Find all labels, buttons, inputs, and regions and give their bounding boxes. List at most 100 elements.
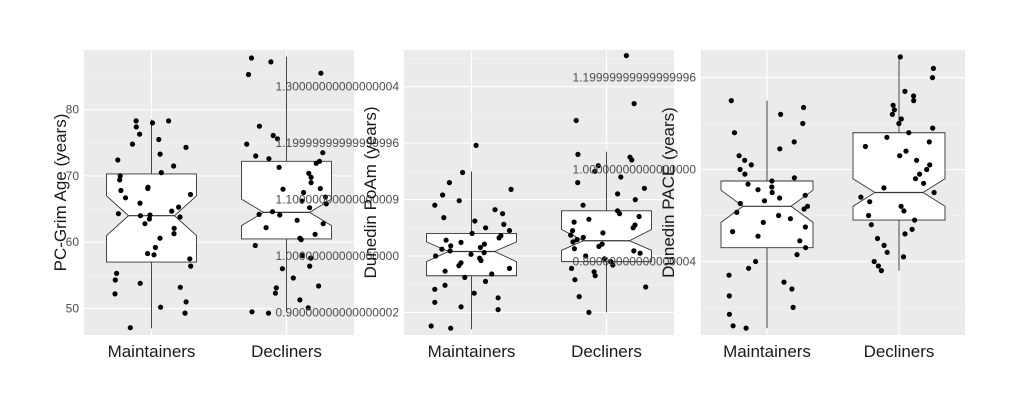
- data-point: [182, 310, 188, 316]
- data-point: [308, 180, 314, 186]
- data-point: [618, 174, 624, 180]
- data-point: [728, 98, 734, 104]
- data-point: [244, 141, 250, 147]
- data-point: [930, 125, 936, 131]
- data-point: [249, 309, 255, 315]
- data-point: [477, 255, 483, 261]
- data-point: [800, 120, 806, 127]
- data-point: [871, 258, 877, 265]
- data-point: [627, 154, 633, 160]
- notched-box: [720, 180, 814, 249]
- data-point: [572, 277, 578, 283]
- data-point: [458, 260, 464, 266]
- data-point: [456, 198, 462, 204]
- data-point: [169, 208, 175, 214]
- data-point: [781, 279, 787, 285]
- x-category-label: Decliners: [251, 342, 322, 361]
- data-point: [580, 234, 586, 240]
- data-point: [432, 202, 438, 208]
- data-point: [495, 307, 501, 313]
- data-point: [482, 278, 489, 284]
- data-point: [312, 231, 318, 237]
- data-point: [279, 266, 285, 272]
- data-point: [875, 263, 882, 269]
- data-point: [269, 209, 276, 215]
- data-point: [576, 294, 582, 300]
- data-point: [575, 151, 581, 157]
- data-point: [137, 280, 143, 286]
- data-point: [489, 271, 495, 277]
- data-point: [890, 102, 896, 108]
- data-point: [726, 311, 733, 317]
- data-point: [129, 141, 136, 147]
- data-point: [902, 88, 908, 94]
- data-point: [171, 225, 177, 231]
- data-point: [301, 189, 307, 196]
- data-point: [631, 101, 637, 107]
- data-point: [263, 225, 269, 231]
- data-point: [901, 208, 907, 214]
- data-point: [468, 251, 474, 257]
- data-point: [736, 153, 742, 159]
- data-point: [506, 228, 513, 234]
- data-point: [442, 268, 448, 274]
- data-point: [794, 252, 800, 258]
- data-point: [439, 246, 445, 252]
- data-point: [171, 231, 177, 237]
- data-point: [458, 239, 464, 245]
- data-point: [896, 120, 902, 127]
- data-point: [921, 180, 927, 186]
- data-point: [789, 286, 795, 292]
- chart-panel-3: 0.80000000000000004 1.00000000000000000 1.…: [573, 50, 965, 361]
- data-point: [446, 180, 452, 186]
- data-point: [641, 185, 648, 191]
- data-point: [636, 213, 642, 220]
- data-point: [187, 191, 194, 198]
- data-point: [158, 170, 164, 176]
- data-point: [145, 250, 151, 257]
- data-point: [858, 194, 864, 200]
- data-point: [599, 241, 605, 247]
- data-point: [737, 200, 743, 207]
- data-point: [171, 163, 177, 169]
- data-point: [433, 253, 439, 259]
- y-tick-label: 80: [66, 103, 80, 117]
- data-point: [151, 252, 157, 258]
- y-tick-label: 50: [66, 301, 80, 315]
- data-point: [316, 158, 323, 164]
- data-point: [137, 200, 143, 206]
- data-point: [912, 217, 918, 223]
- data-point: [755, 187, 761, 193]
- data-point: [299, 198, 305, 204]
- data-point: [137, 213, 143, 219]
- y-tick-label: 1.19999999999999996: [276, 136, 400, 150]
- data-point: [878, 268, 885, 274]
- data-point: [909, 226, 915, 232]
- data-point: [320, 150, 326, 156]
- data-point: [930, 65, 937, 71]
- data-point: [265, 310, 272, 316]
- data-point: [571, 246, 578, 252]
- data-point: [755, 233, 761, 239]
- data-point: [575, 180, 581, 186]
- data-point: [183, 299, 189, 305]
- data-point: [183, 144, 189, 150]
- data-point: [574, 237, 580, 243]
- data-point: [787, 216, 794, 222]
- data-point: [586, 309, 592, 315]
- data-point: [147, 212, 153, 218]
- data-point: [592, 168, 598, 174]
- data-point: [568, 232, 574, 238]
- data-point: [803, 245, 809, 251]
- y-tick-label: 0.80000000000000004: [573, 254, 697, 268]
- data-point: [745, 181, 751, 187]
- data-point: [931, 189, 937, 196]
- data-point: [734, 209, 740, 215]
- data-point: [801, 104, 807, 111]
- data-point: [643, 284, 649, 290]
- data-point: [867, 199, 873, 205]
- data-point: [323, 201, 329, 207]
- data-point: [176, 204, 182, 210]
- data-point: [592, 273, 598, 279]
- chart-panel-1: 50 60 70 80 Maintainers Decliners PC-Grim Age …: [51, 50, 354, 361]
